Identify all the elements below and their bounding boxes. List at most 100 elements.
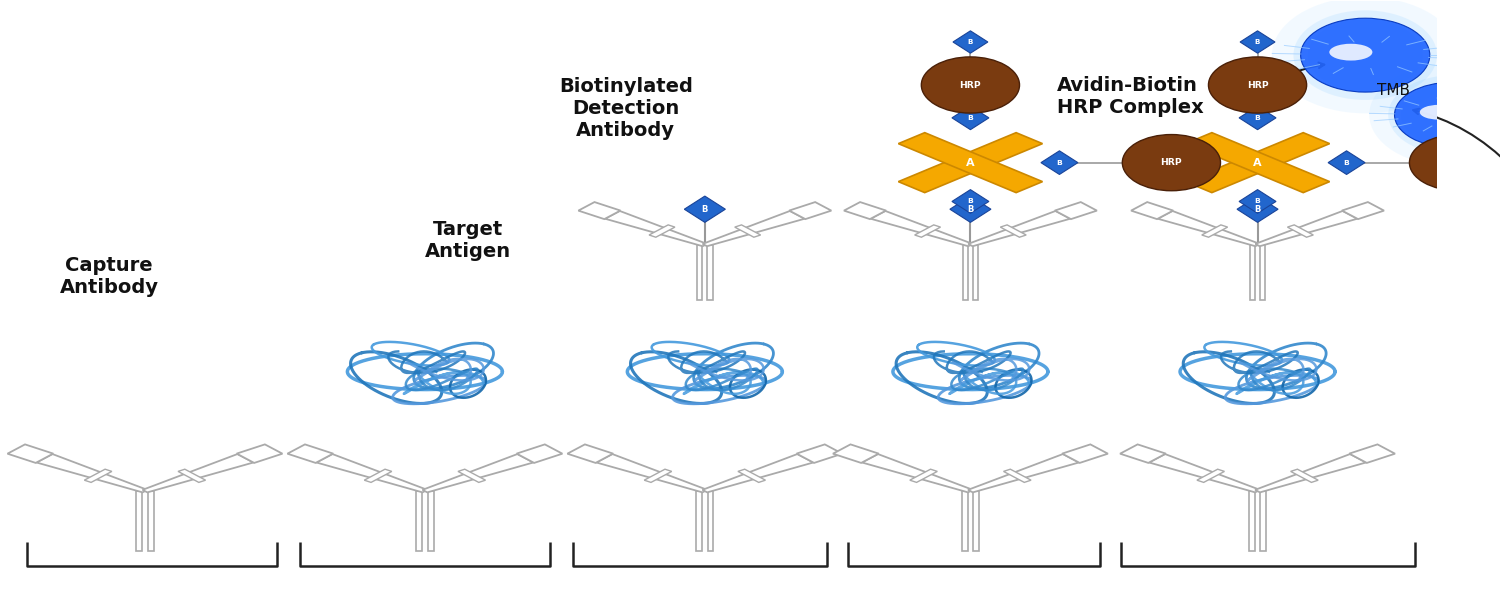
Ellipse shape <box>1401 83 1500 146</box>
Text: TMB: TMB <box>1377 83 1410 98</box>
Polygon shape <box>870 211 972 246</box>
Polygon shape <box>968 211 1070 246</box>
Polygon shape <box>968 454 1078 493</box>
Polygon shape <box>844 202 886 219</box>
Polygon shape <box>1004 469 1031 482</box>
Text: A: A <box>966 158 975 167</box>
Polygon shape <box>1062 445 1108 463</box>
Polygon shape <box>1239 190 1276 213</box>
Text: B: B <box>1256 39 1260 45</box>
Polygon shape <box>1240 31 1275 53</box>
Polygon shape <box>1120 445 1166 463</box>
Text: Capture
Antibody: Capture Antibody <box>60 256 159 296</box>
Text: B: B <box>968 39 974 45</box>
Polygon shape <box>1342 202 1384 219</box>
Text: B: B <box>968 199 974 205</box>
Polygon shape <box>423 454 534 493</box>
Bar <box>1250 491 1254 551</box>
Text: Target
Antigen: Target Antigen <box>424 220 512 261</box>
Text: B: B <box>1056 160 1062 166</box>
Polygon shape <box>597 454 706 493</box>
Bar <box>708 491 714 551</box>
Polygon shape <box>1202 225 1227 237</box>
Text: HRP: HRP <box>1161 158 1182 167</box>
Polygon shape <box>1238 196 1278 223</box>
Polygon shape <box>796 445 843 463</box>
Polygon shape <box>458 469 486 482</box>
Polygon shape <box>1328 151 1365 175</box>
Ellipse shape <box>1293 10 1437 100</box>
Polygon shape <box>702 454 813 493</box>
Polygon shape <box>735 225 760 237</box>
Ellipse shape <box>1209 57 1306 113</box>
Ellipse shape <box>1308 19 1422 91</box>
Bar <box>974 245 978 300</box>
Polygon shape <box>516 445 562 463</box>
Polygon shape <box>898 133 1042 193</box>
Text: Biotinylated
Detection
Antibody: Biotinylated Detection Antibody <box>560 77 693 140</box>
Polygon shape <box>364 469 392 482</box>
Text: B: B <box>1254 115 1260 121</box>
Ellipse shape <box>1122 134 1221 191</box>
Ellipse shape <box>1272 0 1458 113</box>
Bar <box>427 491 433 551</box>
Polygon shape <box>952 31 988 53</box>
Polygon shape <box>237 445 282 463</box>
Polygon shape <box>952 106 988 130</box>
Polygon shape <box>650 225 675 237</box>
Polygon shape <box>36 454 147 493</box>
Polygon shape <box>1350 445 1395 463</box>
Polygon shape <box>1158 211 1260 246</box>
Polygon shape <box>604 211 706 246</box>
Polygon shape <box>862 454 974 493</box>
Polygon shape <box>1256 454 1366 493</box>
Polygon shape <box>1131 202 1173 219</box>
Text: HRP: HRP <box>1448 158 1470 167</box>
Polygon shape <box>1287 225 1314 237</box>
Bar <box>974 491 980 551</box>
Text: B: B <box>1254 199 1260 205</box>
Bar <box>136 491 142 551</box>
Polygon shape <box>1185 133 1329 193</box>
Polygon shape <box>178 469 206 482</box>
Bar <box>1260 491 1266 551</box>
Ellipse shape <box>921 57 1020 113</box>
Bar <box>1250 245 1256 300</box>
Polygon shape <box>684 196 726 223</box>
Text: B: B <box>968 115 974 121</box>
Polygon shape <box>702 211 804 246</box>
Text: B: B <box>702 205 708 214</box>
Polygon shape <box>915 225 940 237</box>
Polygon shape <box>1054 202 1096 219</box>
Text: B: B <box>1344 160 1350 166</box>
Polygon shape <box>950 196 992 223</box>
Polygon shape <box>288 445 333 463</box>
Polygon shape <box>1239 106 1276 130</box>
Ellipse shape <box>1370 64 1500 166</box>
Polygon shape <box>567 445 614 463</box>
Polygon shape <box>833 445 879 463</box>
Bar <box>417 491 422 551</box>
Polygon shape <box>898 133 1042 193</box>
Ellipse shape <box>1395 82 1500 148</box>
Polygon shape <box>644 469 672 482</box>
Text: HRP: HRP <box>960 80 981 89</box>
Bar <box>1260 245 1266 300</box>
Bar <box>708 245 712 300</box>
Bar <box>698 245 702 300</box>
Polygon shape <box>1290 469 1318 482</box>
Text: B: B <box>1254 205 1260 214</box>
Polygon shape <box>1041 151 1078 175</box>
Bar <box>963 245 968 300</box>
Polygon shape <box>316 454 428 493</box>
Text: A: A <box>1252 158 1262 167</box>
Polygon shape <box>579 202 621 219</box>
Polygon shape <box>1149 454 1260 493</box>
Bar <box>962 491 968 551</box>
Polygon shape <box>952 190 988 213</box>
Polygon shape <box>1197 469 1224 482</box>
Polygon shape <box>789 202 831 219</box>
Bar <box>696 491 702 551</box>
Polygon shape <box>142 454 254 493</box>
Polygon shape <box>8 445 52 463</box>
